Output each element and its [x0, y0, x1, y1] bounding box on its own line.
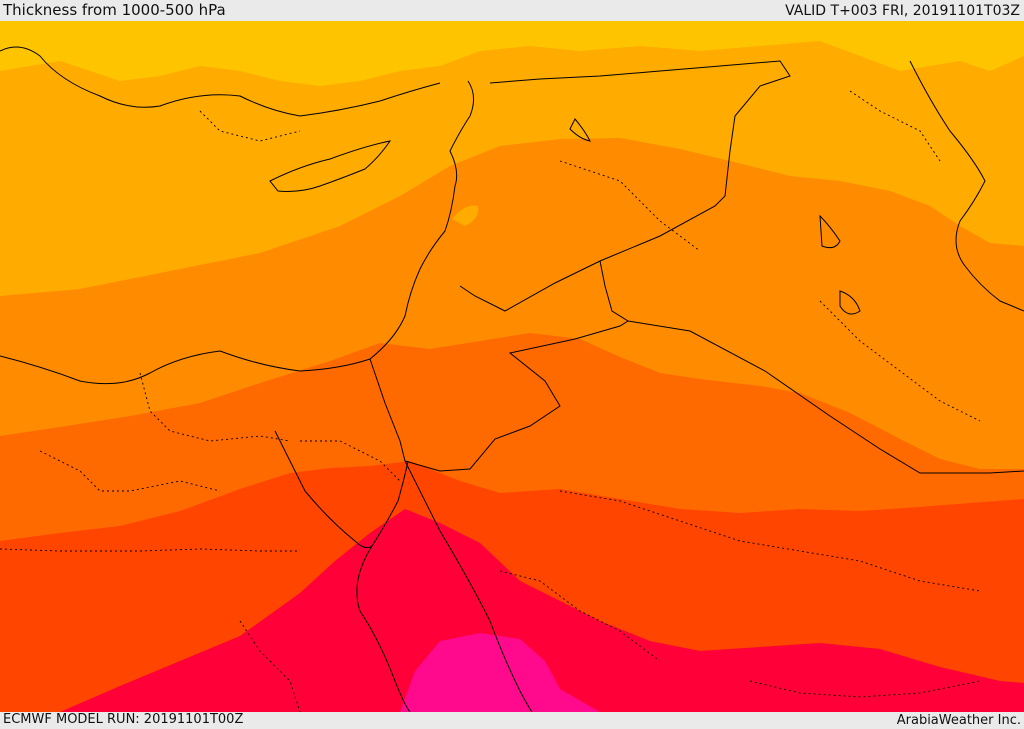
coastlines: [0, 46, 1024, 712]
band-7-area: [400, 633, 600, 712]
thickness-map[interactable]: [0, 21, 1024, 712]
model-run: ECMWF MODEL RUN: 20191101T00Z: [3, 712, 244, 727]
map-title: Thickness from 1000-500 hPa: [3, 1, 226, 19]
credit: ArabiaWeather Inc.: [896, 713, 1021, 728]
internal-borders: [0, 90, 981, 712]
borders: [369, 60, 1024, 474]
header-bar: Thickness from 1000-500 hPa VALID T+003 …: [0, 0, 1024, 21]
map-svg: [0, 21, 1024, 712]
valid-time: VALID T+003 FRI, 20191101T03Z: [785, 3, 1020, 19]
band-6-area: [60, 509, 1024, 712]
band-1-area: [0, 21, 1024, 86]
footer-bar: ECMWF MODEL RUN: 20191101T00Z ArabiaWeat…: [0, 712, 1024, 729]
band-2-pocket: [452, 205, 479, 226]
